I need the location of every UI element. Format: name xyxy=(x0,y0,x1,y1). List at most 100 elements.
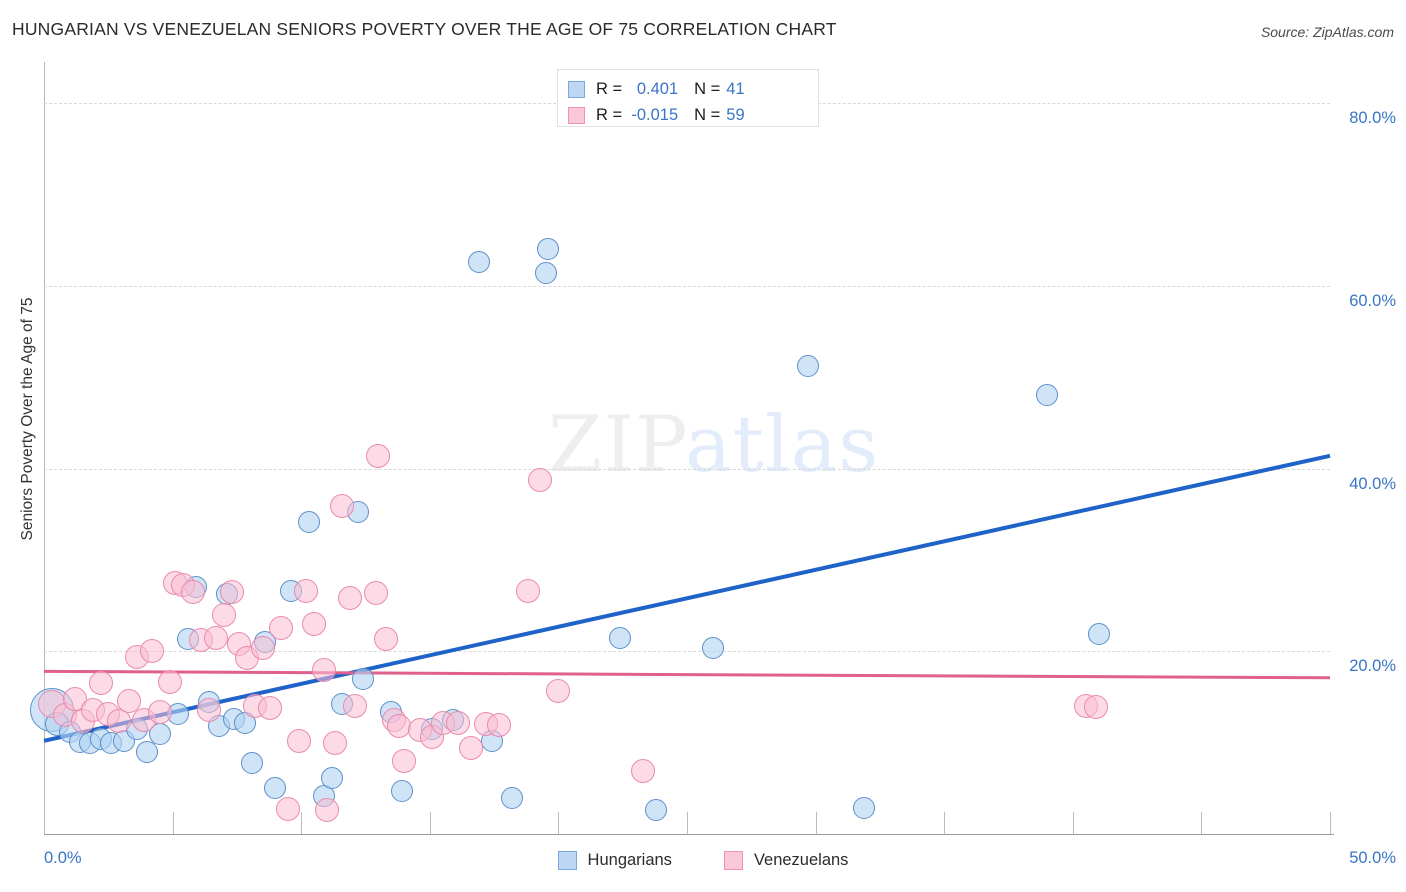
data-point-venezuelans[interactable] xyxy=(343,694,368,719)
x-axis-tick-min: 0.0% xyxy=(44,849,82,867)
data-point-venezuelans[interactable] xyxy=(446,711,471,736)
n-value-hungarians: 41 xyxy=(726,79,745,98)
data-point-hungarians[interactable] xyxy=(135,740,158,763)
x-axis-line xyxy=(44,834,1334,835)
r-value-venezuelans: -0.015 xyxy=(631,105,679,124)
data-point-venezuelans[interactable] xyxy=(181,579,206,604)
n-label-hungarians: N = xyxy=(694,79,721,98)
gridline-y xyxy=(44,468,1330,470)
x-axis-tick xyxy=(687,812,688,834)
data-point-venezuelans[interactable] xyxy=(314,798,339,823)
data-point-venezuelans[interactable] xyxy=(88,671,113,696)
n-label-venezuelans: N = xyxy=(694,105,721,124)
y-axis-line xyxy=(44,62,45,834)
legend-item-hungarians[interactable]: Hungarians xyxy=(557,851,672,870)
correlation-stats-box: R = 0.401 N = 41 R = -0.015 N = 59 xyxy=(557,69,819,127)
data-point-venezuelans[interactable] xyxy=(338,586,363,611)
data-point-hungarians[interactable] xyxy=(467,251,490,274)
data-point-venezuelans[interactable] xyxy=(212,602,237,627)
r-label-venezuelans: R = xyxy=(596,105,623,124)
data-point-venezuelans[interactable] xyxy=(312,657,337,682)
source-attribution: Source: ZipAtlas.com xyxy=(1260,24,1394,40)
hungarians-swatch-icon xyxy=(568,80,585,98)
data-point-venezuelans[interactable] xyxy=(330,494,355,518)
data-point-venezuelans[interactable] xyxy=(1083,695,1108,719)
data-point-hungarians[interactable] xyxy=(609,627,632,650)
data-point-venezuelans[interactable] xyxy=(276,797,301,822)
data-point-venezuelans[interactable] xyxy=(158,670,183,695)
r-label-hungarians: R = xyxy=(596,79,623,98)
n-value-venezuelans: 59 xyxy=(726,105,745,124)
data-point-hungarians[interactable] xyxy=(297,510,320,533)
venezuelans-swatch-icon xyxy=(568,106,585,124)
series-legend: Hungarians Venezuelans xyxy=(0,851,1406,870)
data-point-venezuelans[interactable] xyxy=(286,728,311,753)
data-point-venezuelans[interactable] xyxy=(458,736,483,761)
data-point-venezuelans[interactable] xyxy=(116,688,141,713)
data-point-hungarians[interactable] xyxy=(351,667,374,690)
data-point-hungarians[interactable] xyxy=(241,751,264,774)
stat-row-venezuelans: R = -0.015 N = 59 xyxy=(568,102,808,128)
data-point-venezuelans[interactable] xyxy=(219,579,244,604)
data-point-hungarians[interactable] xyxy=(701,636,724,659)
data-point-venezuelans[interactable] xyxy=(268,616,293,641)
data-point-venezuelans[interactable] xyxy=(487,713,512,738)
data-point-venezuelans[interactable] xyxy=(204,625,229,650)
y-axis-tick-label: 60.0% xyxy=(1349,291,1396,310)
x-axis-tick xyxy=(44,812,45,834)
data-point-hungarians[interactable] xyxy=(1087,622,1110,645)
legend-label-venezuelans: Venezuelans xyxy=(753,851,849,869)
data-point-venezuelans[interactable] xyxy=(515,578,540,603)
data-point-hungarians[interactable] xyxy=(264,777,287,800)
data-point-venezuelans[interactable] xyxy=(363,580,388,605)
data-point-hungarians[interactable] xyxy=(645,799,668,822)
x-axis-tick-max: 50.0% xyxy=(1349,849,1396,867)
legend-swatch-venezuelans-icon xyxy=(723,851,743,870)
data-point-hungarians[interactable] xyxy=(853,796,876,819)
stat-row-hungarians: R = 0.401 N = 41 xyxy=(568,76,808,102)
data-point-venezuelans[interactable] xyxy=(322,730,347,755)
data-point-hungarians[interactable] xyxy=(501,787,524,810)
data-point-hungarians[interactable] xyxy=(796,355,819,378)
x-axis-tick xyxy=(1072,812,1074,834)
data-point-hungarians[interactable] xyxy=(321,767,344,790)
data-point-venezuelans[interactable] xyxy=(258,695,283,720)
y-axis-tick-label: 20.0% xyxy=(1349,657,1396,676)
data-point-hungarians[interactable] xyxy=(537,238,560,261)
x-axis-tick xyxy=(558,812,560,834)
x-axis-tick xyxy=(172,812,174,834)
r-value-hungarians: 0.401 xyxy=(636,79,679,98)
data-point-venezuelans[interactable] xyxy=(374,627,399,652)
data-point-venezuelans[interactable] xyxy=(302,611,327,636)
data-point-venezuelans[interactable] xyxy=(366,443,391,468)
legend-swatch-hungarians-icon xyxy=(557,851,577,870)
data-point-venezuelans[interactable] xyxy=(546,679,571,704)
x-axis-tick xyxy=(429,812,431,834)
data-point-venezuelans[interactable] xyxy=(196,697,221,722)
data-point-hungarians[interactable] xyxy=(1036,384,1059,407)
data-point-venezuelans[interactable] xyxy=(386,714,411,739)
data-point-venezuelans[interactable] xyxy=(250,635,275,660)
x-axis-tick xyxy=(1330,812,1331,834)
y-axis-title: Seniors Poverty Over the Age of 75 xyxy=(19,297,36,541)
data-point-hungarians[interactable] xyxy=(390,780,413,803)
legend-item-venezuelans[interactable]: Venezuelans xyxy=(723,851,849,870)
data-point-venezuelans[interactable] xyxy=(294,578,319,603)
y-axis-tick-label: 40.0% xyxy=(1349,474,1396,493)
x-axis-tick xyxy=(815,812,817,834)
legend-label-hungarians: Hungarians xyxy=(587,851,672,869)
y-axis-tick-label: 80.0% xyxy=(1349,109,1396,128)
data-point-venezuelans[interactable] xyxy=(392,748,417,773)
data-point-venezuelans[interactable] xyxy=(631,758,656,783)
data-point-venezuelans[interactable] xyxy=(528,468,553,493)
gridline-y xyxy=(44,285,1330,287)
data-point-venezuelans[interactable] xyxy=(147,699,172,724)
data-point-venezuelans[interactable] xyxy=(106,708,131,733)
data-point-venezuelans[interactable] xyxy=(140,639,165,664)
x-axis-tick xyxy=(301,812,303,834)
x-axis-tick xyxy=(1201,812,1203,834)
data-point-hungarians[interactable] xyxy=(534,262,557,285)
x-axis-tick xyxy=(944,812,946,834)
page-title: HUNGARIAN VS VENEZUELAN SENIORS POVERTY … xyxy=(12,19,837,39)
